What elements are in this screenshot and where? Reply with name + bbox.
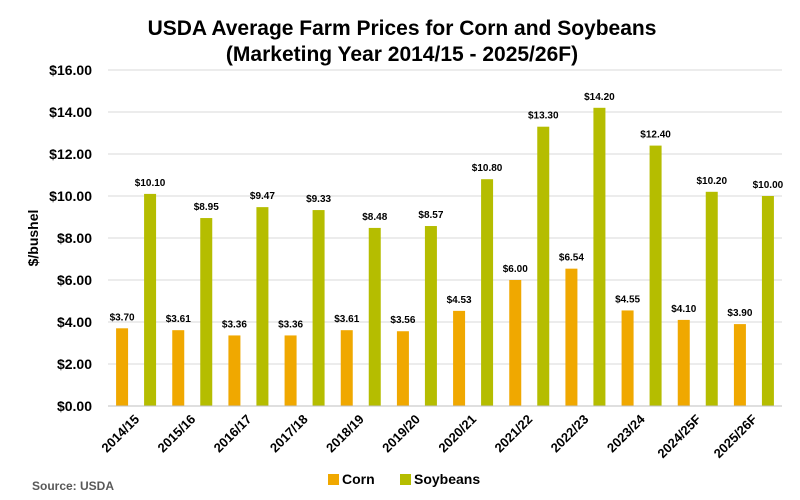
bar-soybeans <box>424 226 437 406</box>
legend-label-soybeans: Soybeans <box>414 471 480 487</box>
y-tick-label: $14.00 <box>49 104 92 120</box>
data-label-corn: $4.10 <box>671 304 696 315</box>
y-tick-label: $4.00 <box>57 314 92 330</box>
bar-soybeans <box>593 107 606 407</box>
data-label-soybeans: $10.80 <box>472 163 503 174</box>
data-label-soybeans: $12.40 <box>640 130 671 141</box>
bar-soybeans <box>368 227 381 406</box>
x-tick-label: 2020/21 <box>435 412 479 456</box>
grid-lines <box>108 69 782 365</box>
data-label-corn: $3.61 <box>334 314 359 325</box>
source-note: Source: USDA <box>32 479 114 493</box>
y-tick-label: $10.00 <box>49 188 92 204</box>
x-tick-label: 2015/16 <box>155 412 199 456</box>
x-tick-label: 2018/19 <box>323 412 367 456</box>
data-label-soybeans: $9.33 <box>306 194 331 205</box>
data-label-soybeans: $8.48 <box>362 212 387 223</box>
data-label-soybeans: $13.30 <box>528 111 559 122</box>
bar-corn <box>565 268 578 406</box>
x-tick-label: 2019/20 <box>379 412 423 456</box>
legend-label-corn: Corn <box>342 471 375 487</box>
data-label-corn: $3.90 <box>727 308 752 319</box>
data-label-corn: $4.53 <box>447 295 472 306</box>
bar-soybeans <box>256 207 269 406</box>
y-tick-label: $0.00 <box>57 398 92 414</box>
chart-title: USDA Average Farm Prices for Corn and So… <box>148 17 657 40</box>
data-label-soybeans: $14.20 <box>584 92 615 103</box>
x-tick-label: 2017/18 <box>267 412 311 456</box>
bar-corn <box>677 319 690 406</box>
data-label-corn: $3.56 <box>390 315 415 326</box>
y-tick-label: $16.00 <box>49 62 92 78</box>
data-label-corn: $3.36 <box>222 319 247 330</box>
x-tick-label: 2021/22 <box>492 412 536 456</box>
y-tick-label: $12.00 <box>49 146 92 162</box>
bar-soybeans <box>705 191 718 406</box>
data-label-soybeans: $10.00 <box>753 180 784 191</box>
legend-swatch-corn <box>328 474 339 485</box>
bar-soybeans <box>144 193 157 406</box>
y-axis-label: $/bushel <box>25 210 41 267</box>
data-label-soybeans: $9.47 <box>250 191 275 202</box>
bar-corn <box>621 310 634 406</box>
data-label-soybeans: $10.20 <box>696 176 727 187</box>
data-label-soybeans: $8.95 <box>194 202 219 213</box>
legend: Corn Soybeans <box>328 471 480 487</box>
bar-corn <box>340 330 353 406</box>
data-labels: $3.70 $10.10 $3.61 $8.95 $3.36 $9.47 $3.36 $9.3… <box>110 92 784 331</box>
bar-soybeans <box>537 126 550 406</box>
x-tick-label: 2014/15 <box>98 412 142 456</box>
bar-corn <box>396 331 409 406</box>
x-tick-label: 2025/26F <box>711 411 760 460</box>
bar-corn <box>509 280 522 406</box>
x-tick-label: 2016/17 <box>211 412 255 456</box>
bar-soybeans <box>481 179 494 406</box>
bar-corn <box>172 330 185 406</box>
data-label-corn: $4.55 <box>615 294 640 305</box>
y-tick-label: $2.00 <box>57 356 92 372</box>
bar-corn <box>116 328 129 406</box>
bar-soybeans <box>649 145 662 406</box>
data-label-corn: $3.61 <box>166 314 191 325</box>
bar-soybeans <box>312 210 325 406</box>
x-tick-label: 2022/23 <box>548 412 592 456</box>
y-axis-ticks: $0.00 $2.00 $4.00 $6.00 $8.00 $10.00 $12.00 $14… <box>49 62 92 414</box>
x-axis-ticks: 2014/15 2015/16 2016/17 2017/18 2018/19 2019/… <box>98 411 760 461</box>
chart-subtitle: (Marketing Year 2014/15 - 2025/26F) <box>226 43 578 66</box>
bars <box>116 107 774 407</box>
y-tick-label: $8.00 <box>57 230 92 246</box>
x-tick-label: 2024/25F <box>654 411 703 460</box>
data-label-soybeans: $8.57 <box>418 210 443 221</box>
x-tick-label: 2023/24 <box>604 411 648 455</box>
bar-soybeans <box>200 218 213 406</box>
bar-corn <box>733 324 746 406</box>
data-label-corn: $6.54 <box>559 253 584 264</box>
data-label-soybeans: $10.10 <box>135 178 166 189</box>
bar-corn <box>284 335 297 406</box>
data-label-corn: $6.00 <box>503 264 528 275</box>
bar-soybeans <box>761 196 774 406</box>
data-label-corn: $3.70 <box>110 312 135 323</box>
y-tick-label: $6.00 <box>57 272 92 288</box>
bar-corn <box>228 335 241 406</box>
legend-swatch-soybeans <box>400 474 411 485</box>
bar-corn <box>453 310 466 406</box>
data-label-corn: $3.36 <box>278 319 303 330</box>
